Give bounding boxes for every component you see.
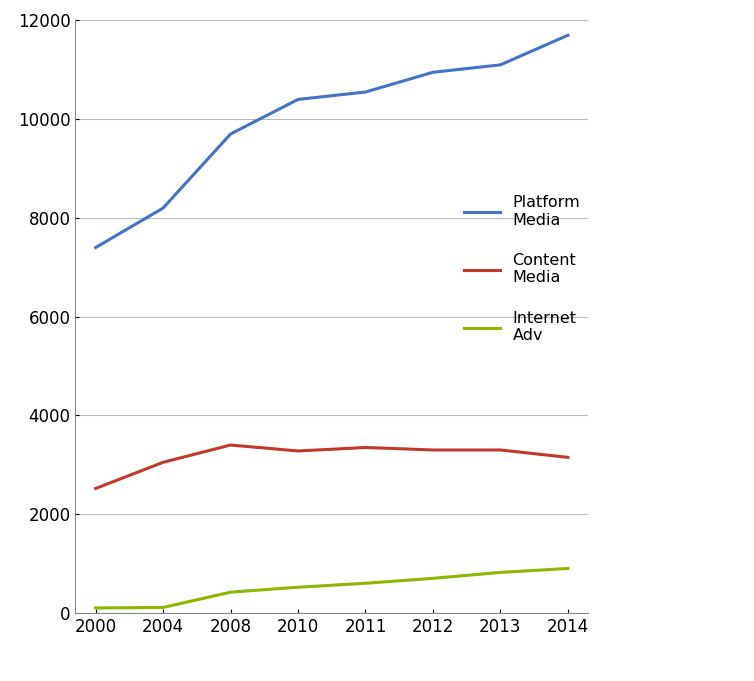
Platform
Media (158, 204, 167, 212)
Internet
Adv (361, 579, 370, 587)
Platform
Media (361, 88, 370, 96)
Content
Media (226, 441, 235, 449)
Internet
Adv (496, 569, 505, 577)
Platform
Media (226, 130, 235, 138)
Platform
Media (496, 61, 505, 69)
Content
Media (428, 446, 437, 454)
Content
Media (91, 484, 100, 492)
Line: Content
Media: Content Media (96, 445, 568, 488)
Line: Platform
Media: Platform Media (96, 35, 568, 248)
Content
Media (158, 458, 167, 466)
Content
Media (293, 447, 302, 455)
Internet
Adv (91, 604, 100, 612)
Legend: Platform
Media, Content
Media, Internet
Adv: Platform Media, Content Media, Internet … (464, 195, 580, 343)
Internet
Adv (293, 583, 302, 591)
Platform
Media (91, 244, 100, 252)
Platform
Media (293, 95, 302, 104)
Content
Media (496, 446, 505, 454)
Internet
Adv (428, 574, 437, 582)
Platform
Media (563, 31, 572, 39)
Internet
Adv (226, 588, 235, 597)
Content
Media (563, 454, 572, 462)
Line: Internet
Adv: Internet Adv (96, 569, 568, 608)
Platform
Media (428, 68, 437, 76)
Internet
Adv (158, 603, 167, 612)
Internet
Adv (563, 565, 572, 573)
Content
Media (361, 443, 370, 452)
